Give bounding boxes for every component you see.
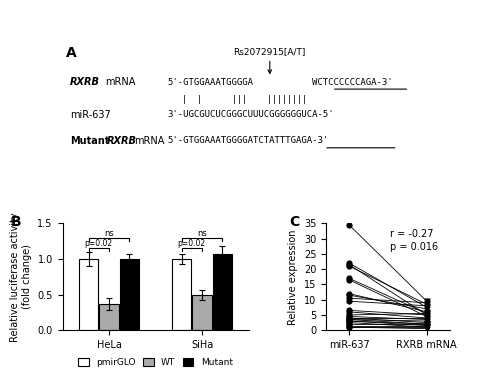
Y-axis label: Relative luciferase activity
(fold change): Relative luciferase activity (fold chang… <box>10 212 32 342</box>
Point <box>345 309 353 315</box>
Text: A: A <box>66 46 77 60</box>
Point <box>423 304 431 310</box>
Text: 3'-UGCGUCUCGGGCUUUCGGGGGGUCA-5': 3'-UGCGUCUCGGGCUUUCGGGGGGUCA-5' <box>167 111 334 119</box>
Bar <box>192 295 212 330</box>
Text: RXRB: RXRB <box>70 77 100 87</box>
Text: mRNA: mRNA <box>134 136 164 146</box>
Point <box>423 300 431 306</box>
Text: r = -0.27: r = -0.27 <box>390 229 434 239</box>
Point <box>345 275 353 281</box>
Point <box>423 319 431 325</box>
Point <box>345 315 353 321</box>
Point <box>423 311 431 316</box>
Text: Mutant: Mutant <box>70 136 110 146</box>
Point <box>423 301 431 307</box>
Point <box>345 315 353 321</box>
Point <box>345 312 353 318</box>
Point <box>345 290 353 296</box>
Point <box>345 295 353 301</box>
Text: Rs2072915[A/T]: Rs2072915[A/T] <box>234 47 306 73</box>
Text: |  |      |||    ||||||||: | | ||| |||||||| <box>167 95 307 104</box>
Point <box>345 323 353 329</box>
Point <box>423 324 431 330</box>
Point <box>345 318 353 324</box>
Point <box>345 277 353 283</box>
Point <box>345 324 353 330</box>
Point <box>423 309 431 315</box>
Point <box>423 306 431 312</box>
Point <box>423 323 431 329</box>
Point <box>423 311 431 316</box>
Text: RXRB: RXRB <box>107 136 137 146</box>
Text: ns: ns <box>197 229 207 238</box>
Point <box>345 324 353 330</box>
Bar <box>100 304 118 330</box>
Point <box>423 303 431 309</box>
Bar <box>79 259 98 330</box>
Text: ns: ns <box>104 229 114 238</box>
Point <box>345 298 353 304</box>
Point <box>345 263 353 269</box>
Point <box>423 321 431 327</box>
Point <box>345 319 353 325</box>
Point <box>423 315 431 321</box>
Point <box>423 316 431 322</box>
Point <box>345 321 353 327</box>
Text: WCTCCCCCCAGA-3': WCTCCCCCCAGA-3' <box>312 78 393 86</box>
Legend: pmirGLO, WT, Mutant: pmirGLO, WT, Mutant <box>74 354 236 371</box>
Point <box>345 262 353 267</box>
Text: B: B <box>10 215 21 229</box>
Point <box>423 318 431 324</box>
Point <box>345 316 353 322</box>
Point <box>423 321 431 327</box>
Point <box>345 313 353 319</box>
Point <box>423 323 431 329</box>
Point <box>345 260 353 266</box>
Point <box>423 298 431 304</box>
Point <box>423 312 431 318</box>
Text: mRNA: mRNA <box>105 77 136 87</box>
Point <box>345 316 353 322</box>
Text: p=0.02: p=0.02 <box>84 239 113 248</box>
Text: C: C <box>289 215 299 229</box>
Text: 5'-GTGGAAATGGGGA: 5'-GTGGAAATGGGGA <box>167 78 253 86</box>
Point <box>345 222 353 228</box>
Bar <box>212 254 232 330</box>
Point <box>345 318 353 324</box>
Bar <box>172 259 192 330</box>
Point <box>345 308 353 313</box>
Point <box>423 313 431 319</box>
Point <box>423 321 431 327</box>
Point <box>423 326 431 332</box>
Point <box>423 324 431 330</box>
Bar <box>120 259 139 330</box>
Text: miR-637: miR-637 <box>70 110 111 120</box>
Text: p = 0.016: p = 0.016 <box>390 242 438 252</box>
Point <box>423 312 431 318</box>
Text: p=0.02: p=0.02 <box>178 239 206 248</box>
Point <box>423 315 431 321</box>
Y-axis label: Relative expression: Relative expression <box>288 229 298 325</box>
Text: 5'-GTGGAAATGGGGATCTATTTGAGA-3': 5'-GTGGAAATGGGGATCTATTTGAGA-3' <box>167 136 328 145</box>
Point <box>345 292 353 298</box>
